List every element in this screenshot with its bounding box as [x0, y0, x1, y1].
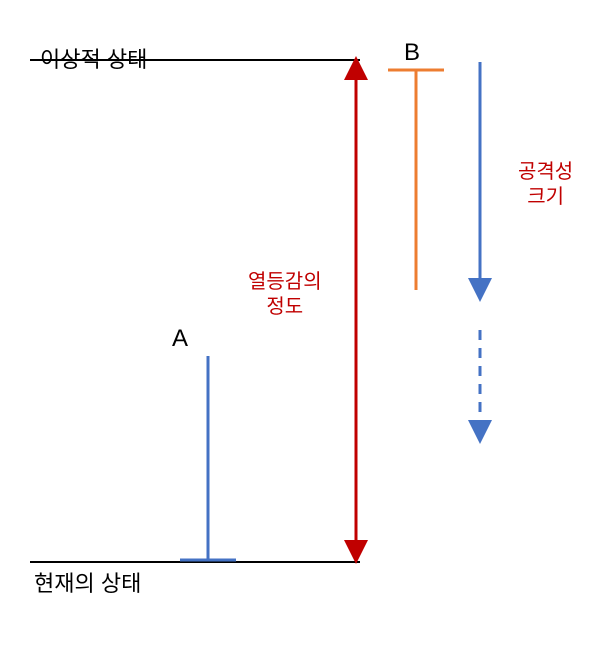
label-ideal-state: 이상적 상태 — [40, 46, 147, 74]
label-current-state: 현재의 상태 — [34, 570, 141, 598]
diagram-svg — [0, 0, 606, 660]
label-a: A — [172, 324, 188, 354]
diagram-canvas: 이상적 상태 A B 현재의 상태 열등감의 정도 공격성 크기 — [0, 0, 606, 660]
label-aggression: 공격성 크기 — [518, 160, 573, 210]
label-inferiority: 열등감의 정도 — [248, 270, 322, 320]
label-b: B — [404, 38, 420, 68]
